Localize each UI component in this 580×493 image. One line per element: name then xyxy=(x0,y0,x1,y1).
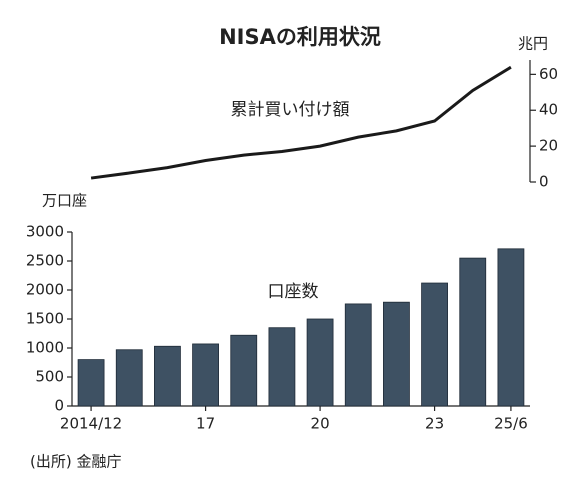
y-tick-label: 1000 xyxy=(26,339,64,357)
bar xyxy=(421,282,448,407)
y2-tick-label: 60 xyxy=(539,65,558,83)
bar xyxy=(344,303,372,407)
x-tick-label: 23 xyxy=(425,415,444,433)
x-tick-label: 2014/12 xyxy=(60,415,122,433)
bar xyxy=(268,327,296,407)
bar xyxy=(306,318,334,407)
y-tick-label: 2000 xyxy=(26,281,64,299)
y-tick-label: 1500 xyxy=(26,310,64,328)
bar xyxy=(230,334,258,407)
bar xyxy=(192,343,219,407)
source: (出所) 金融庁 xyxy=(30,453,121,471)
y-axis-label: 万口座 xyxy=(42,192,87,210)
y2-tick-label: 20 xyxy=(539,137,558,155)
y-tick-label: 3000 xyxy=(26,223,64,241)
chart-title: NISAの利用状況 xyxy=(219,25,381,49)
y2-axis-label: 兆円 xyxy=(518,35,548,53)
y-tick-label: 500 xyxy=(35,368,64,386)
x-tick-label: 17 xyxy=(196,415,215,433)
bar xyxy=(115,349,143,407)
line xyxy=(90,65,512,180)
bar xyxy=(383,301,410,407)
x-tick-label: 20 xyxy=(311,415,330,433)
series-label: 累計買い付け額 xyxy=(231,100,350,120)
series-label: 口座数 xyxy=(268,282,319,302)
y2-tick-label: 40 xyxy=(539,101,558,119)
bar xyxy=(77,359,105,407)
y-tick-label: 0 xyxy=(54,397,64,415)
x-tick-label: 25/6 xyxy=(494,415,528,433)
y2-tick-label: 0 xyxy=(539,173,549,191)
bar xyxy=(497,248,525,407)
y-tick-label: 2500 xyxy=(26,252,64,270)
bar xyxy=(154,345,181,407)
bar xyxy=(459,257,487,407)
